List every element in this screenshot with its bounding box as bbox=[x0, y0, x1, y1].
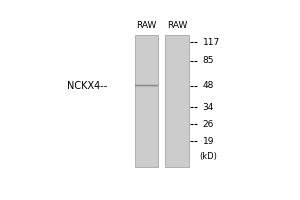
Text: 48: 48 bbox=[202, 81, 214, 90]
Text: NCKX4--: NCKX4-- bbox=[67, 81, 107, 91]
Bar bbox=[165, 35, 189, 167]
Text: 117: 117 bbox=[202, 38, 220, 47]
Text: 26: 26 bbox=[202, 120, 214, 129]
Text: 85: 85 bbox=[202, 56, 214, 65]
Text: 34: 34 bbox=[202, 103, 214, 112]
Text: 19: 19 bbox=[202, 137, 214, 146]
Text: RAW: RAW bbox=[136, 21, 157, 30]
Text: RAW: RAW bbox=[167, 21, 187, 30]
Bar bbox=[135, 35, 158, 167]
Text: (kD): (kD) bbox=[199, 152, 217, 161]
